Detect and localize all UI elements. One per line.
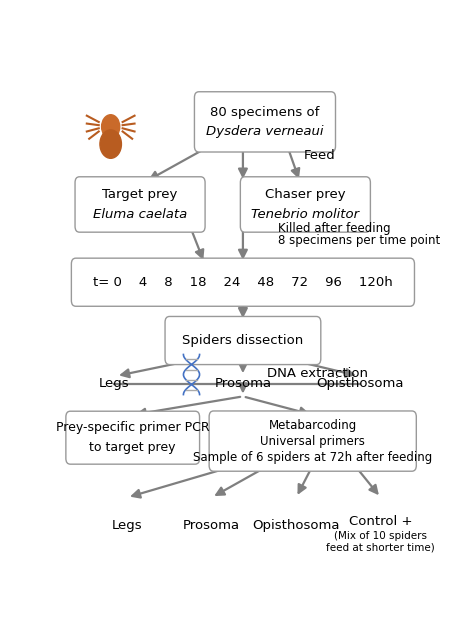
Text: Metabarcoding: Metabarcoding: [269, 418, 357, 432]
Text: t= 0    4    8    18    24    48    72    96    120h: t= 0 4 8 18 24 48 72 96 120h: [93, 276, 393, 289]
Text: Sample of 6 spiders at 72h after feeding: Sample of 6 spiders at 72h after feeding: [193, 451, 432, 464]
Text: DNA extraction: DNA extraction: [267, 367, 368, 380]
Text: to target prey: to target prey: [90, 441, 176, 454]
FancyBboxPatch shape: [75, 177, 205, 232]
Text: Dysdera verneaui: Dysdera verneaui: [206, 125, 324, 138]
FancyBboxPatch shape: [240, 177, 370, 232]
Text: Spiders dissection: Spiders dissection: [182, 334, 303, 347]
Text: Chaser prey: Chaser prey: [265, 188, 346, 201]
Text: Legs: Legs: [112, 519, 143, 532]
Circle shape: [100, 130, 121, 158]
FancyBboxPatch shape: [72, 258, 414, 306]
Text: (Mix of 10 spiders: (Mix of 10 spiders: [334, 531, 427, 541]
Text: Eluma caelata: Eluma caelata: [93, 208, 187, 221]
Text: Feed: Feed: [303, 150, 335, 162]
Text: Target prey: Target prey: [102, 188, 178, 201]
Text: Opisthosoma: Opisthosoma: [253, 519, 340, 532]
Text: Control +: Control +: [349, 516, 412, 528]
FancyBboxPatch shape: [194, 91, 336, 152]
Circle shape: [101, 115, 120, 139]
Text: Prey-specific primer PCR: Prey-specific primer PCR: [56, 422, 210, 435]
Text: 80 specimens of: 80 specimens of: [210, 105, 319, 119]
FancyBboxPatch shape: [209, 411, 416, 471]
Text: 8 specimens per time point: 8 specimens per time point: [278, 234, 440, 247]
Text: Opisthosoma: Opisthosoma: [317, 377, 404, 390]
Text: Prosoma: Prosoma: [214, 377, 272, 390]
Text: Prosoma: Prosoma: [183, 519, 240, 532]
Text: Universal primers: Universal primers: [260, 435, 365, 447]
Text: feed at shorter time): feed at shorter time): [326, 542, 435, 552]
Text: Legs: Legs: [99, 377, 130, 390]
Text: Killed after feeding: Killed after feeding: [278, 222, 391, 235]
Text: Tenebrio molitor: Tenebrio molitor: [251, 208, 359, 221]
FancyBboxPatch shape: [66, 411, 200, 464]
FancyBboxPatch shape: [165, 317, 321, 365]
